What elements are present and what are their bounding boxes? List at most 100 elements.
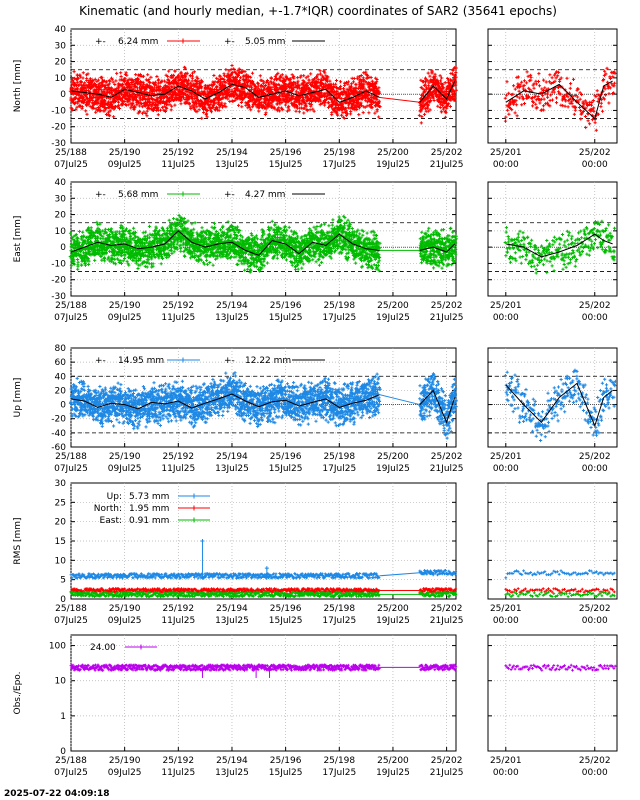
obs-xtick-date: 19Jul25 [376,768,410,778]
generation-timestamp: 2025-07-22 04:09:18 [4,789,109,799]
north-xtick-label: 25/202 [431,148,463,158]
obs-xtick-label: 25/190 [109,756,141,766]
rms-up-zoom-points [504,569,616,580]
rms-ylabel: RMS [mm] [13,517,23,564]
east-xtick-date: 13Jul25 [215,313,249,323]
north-legend-symbol-1: +- [95,37,106,47]
north-ytick-label: -10 [51,106,66,116]
north-ytick-label: 10 [55,74,67,84]
east-ytick-label: -10 [51,259,66,269]
north-xtick-label: 25/188 [55,148,87,158]
obs-xtick-date: 11Jul25 [161,768,195,778]
obs-xtick-date: 17Jul25 [322,768,356,778]
up-ytick-label: 80 [55,344,67,354]
rms-xtick-label: 25/201 [490,604,522,614]
north-xtick-label: 25/192 [162,148,194,158]
rms-outlier-point [200,539,205,543]
up-xtick-label: 25/196 [270,452,302,462]
north-xtick-date: 11Jul25 [161,160,195,170]
east-legend-symbol-2: +- [224,190,235,200]
up-legend-value-scatter: 14.95 mm [118,356,164,366]
up-main-scatter-points [68,371,458,440]
rms-legend-marker [191,505,197,511]
up-legend-symbol-1: +- [95,356,106,366]
up-xtick-date: 00:00 [582,464,608,474]
obs-main-frame [70,634,457,752]
rms-legend-name: North: [94,504,122,514]
rms-ytick-label: 5 [60,576,66,586]
east-ytick-label: 30 [55,194,67,204]
rms-ytick-label: 15 [55,537,66,547]
up-xtick-date: 19Jul25 [376,464,410,474]
rms-ytick-label: 0 [60,595,66,605]
east-zoom-median-line [505,233,613,258]
rms-zoom-frame [487,482,618,600]
north-xtick-date: 09Jul25 [108,160,142,170]
obs-xtick-label: 25/201 [490,756,522,766]
east-xtick-label: 25/202 [431,301,463,311]
rms-xtick-date: 07Jul25 [54,616,88,626]
rms-xtick-label: 25/200 [377,604,409,614]
north-xtick-label: 25/194 [216,148,248,158]
rms-xtick-label: 25/192 [162,604,194,614]
north-xtick-date: 07Jul25 [54,160,88,170]
obs-xtick-date: 09Jul25 [108,768,142,778]
east-ylabel: East [mm] [13,216,23,263]
obs-xtick-label: 25/202 [431,756,463,766]
east-legend-symbol-1: +- [95,190,106,200]
rms-xtick-label: 25/202 [431,604,463,614]
north-legend-marker [180,38,186,44]
rms-up-gap-connector [379,572,420,577]
up-xtick-date: 07Jul25 [54,464,88,474]
east-ytick-label: 0 [60,243,66,253]
north-xtick-label: 25/202 [579,148,611,158]
east-xtick-date: 11Jul25 [161,313,195,323]
panel-up: 25/188 07Jul25 25/190 09Jul25 25/192 11Jul25 2… [13,344,618,474]
rms-xtick-date: 00:00 [493,616,519,626]
rms-legend-name: East: [100,516,122,526]
east-xtick-date: 07Jul25 [54,313,88,323]
east-xtick-label: 25/194 [216,301,248,311]
rms-ytick-label: 10 [55,556,67,566]
north-ytick-label: -30 [51,139,66,149]
up-ytick-label: 20 [55,386,67,396]
obs-ytick-label: 1 [60,712,66,722]
rms-outlier-point [264,566,269,571]
obs-xtick-date: 07Jul25 [54,768,88,778]
north-ytick-label: 40 [55,25,67,35]
rms-xtick-label: 25/190 [109,604,141,614]
up-legend-value-median: 12.22 mm [245,356,291,366]
east-main-scatter-points [68,213,458,274]
rms-ytick-label: 20 [55,518,67,528]
obs-xtick-date: 13Jul25 [215,768,249,778]
north-xtick-label: 25/198 [323,148,355,158]
panel-obs: 25/188 07Jul25 25/190 09Jul25 25/192 11Jul25 2… [13,634,618,778]
north-legend-value-median: 5.05 mm [245,37,285,47]
east-xtick-label: 25/190 [109,301,141,311]
rms-xtick-date: 19Jul25 [376,616,410,626]
obs-legend-value: 24.00 [90,643,116,653]
north-legend-value-scatter: 6.24 mm [118,37,158,47]
east-legend-value-median: 4.27 mm [245,190,285,200]
obs-ylabel: Obs./Epo. [13,672,23,715]
rms-xtick-date: 09Jul25 [108,616,142,626]
rms-legend-name: Up: [107,492,122,502]
east-xtick-date: 21Jul25 [430,313,464,323]
up-xtick-label: 25/188 [55,452,87,462]
rms-xtick-date: 21Jul25 [430,616,464,626]
north-xtick-date: 13Jul25 [215,160,249,170]
obs-legend-marker [138,644,144,650]
rms-legend-marker [191,493,197,499]
east-xtick-label: 25/192 [162,301,194,311]
rms-xtick-date: 17Jul25 [322,616,356,626]
up-xtick-date: 17Jul25 [322,464,356,474]
up-zoom-scatter-points [503,368,617,443]
figure-title: Kinematic (and hourly median, +-1.7*IQR)… [79,4,557,18]
up-ytick-label: -60 [51,443,66,453]
rms-xtick-label: 25/194 [216,604,248,614]
obs-xtick-label: 25/188 [55,756,87,766]
rms-ytick-label: 30 [55,479,67,489]
east-xtick-label: 25/200 [377,301,409,311]
up-xtick-date: 21Jul25 [430,464,464,474]
